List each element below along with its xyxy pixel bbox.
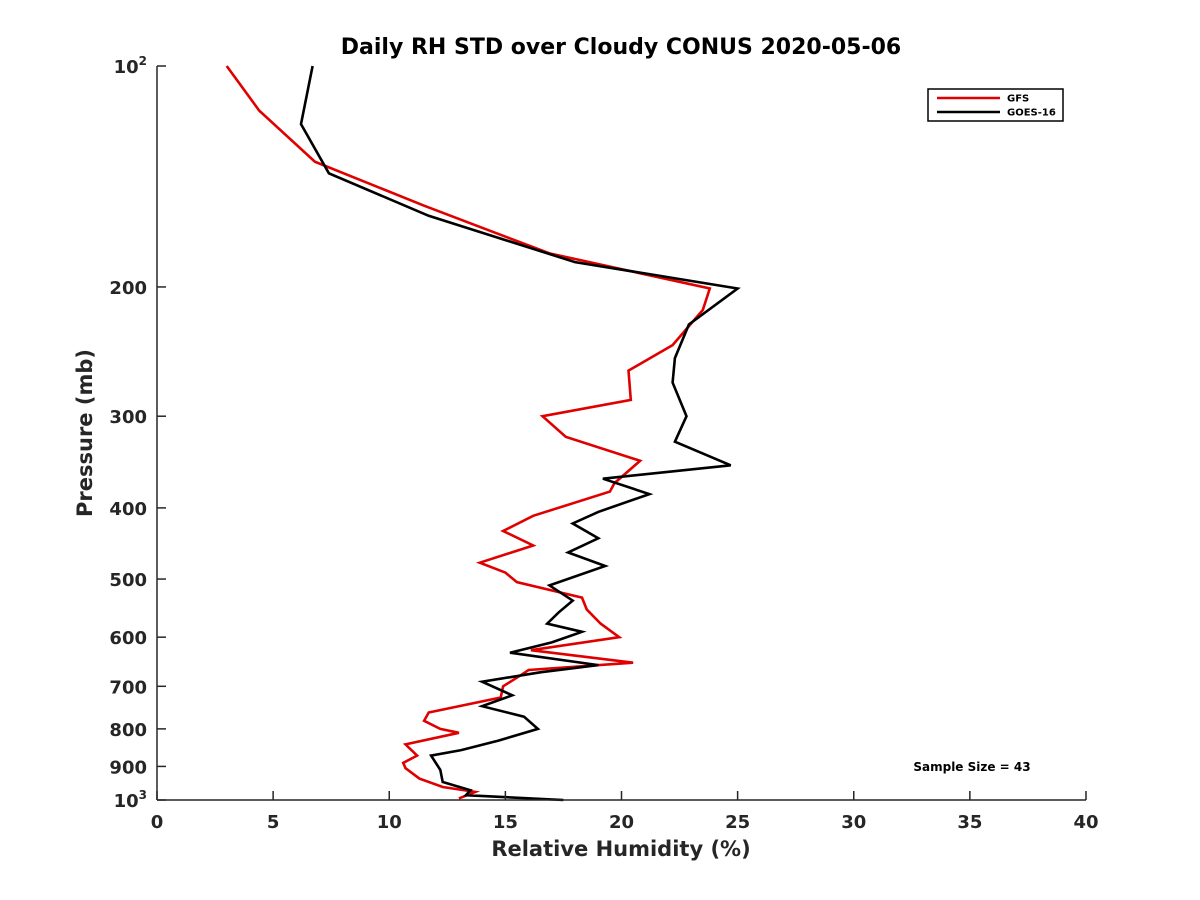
- legend-label-goes-16: GOES-16: [1007, 108, 1056, 119]
- y-tick-label: 600: [109, 628, 147, 649]
- chart-title: Daily RH STD over Cloudy CONUS 2020-05-0…: [341, 35, 901, 60]
- x-tick-label: 5: [267, 812, 280, 833]
- legend-box: [927, 88, 1064, 122]
- y-tick-label: 200: [109, 278, 147, 299]
- legend-label-gfs: GFS: [1007, 94, 1029, 105]
- series-line-goes-16: [299, 65, 741, 802]
- x-tick-label: 20: [609, 812, 634, 833]
- y-tick-label: 500: [109, 570, 147, 591]
- y-tick-label: 300: [109, 407, 147, 428]
- x-tick-label: 35: [957, 812, 982, 833]
- x-tick-label: 40: [1073, 812, 1098, 833]
- series-line-gfs: [225, 65, 712, 800]
- y-tick-label: 400: [109, 499, 147, 520]
- series-layer: [225, 65, 741, 802]
- x-tick-label: 15: [493, 812, 518, 833]
- y-tick-label: 800: [109, 720, 147, 741]
- legend: GFS GOES-16: [927, 88, 1064, 122]
- x-tick-label: 25: [725, 812, 750, 833]
- sample-size-annotation: Sample Size = 43: [913, 760, 1030, 774]
- legend-entries: GFS GOES-16: [937, 94, 1056, 119]
- x-axis-ticks: 0 5 10 15 20 25 30 35 40: [151, 791, 1099, 833]
- x-tick-label: 0: [151, 812, 164, 833]
- plot-area: 0 5 10 15 20 25 30 35 40 10220030040050060070080…: [109, 54, 1098, 833]
- x-axis-label: Relative Humidity (%): [491, 837, 750, 861]
- y-tick-label: 700: [109, 677, 147, 698]
- x-tick-label: 30: [841, 812, 866, 833]
- x-tick-label: 10: [377, 812, 402, 833]
- y-tick-label: 900: [109, 757, 147, 778]
- y-axis-label: Pressure (mb): [73, 349, 97, 517]
